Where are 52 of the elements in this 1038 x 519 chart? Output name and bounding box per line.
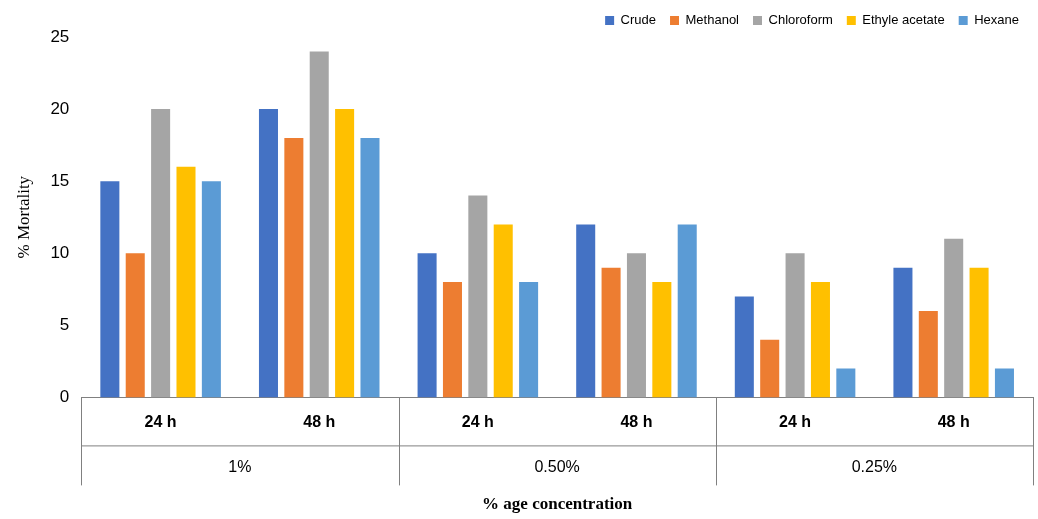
bar <box>626 253 646 398</box>
bar <box>810 282 830 398</box>
bar <box>836 368 856 398</box>
bar <box>335 109 355 398</box>
bar <box>576 224 596 398</box>
text: 0.25% <box>851 457 898 475</box>
bar <box>100 181 120 398</box>
x-tick-label: 24 h <box>461 413 494 431</box>
y-tick-label: 25 <box>50 26 70 46</box>
x-tick-label: 48 h <box>620 413 653 431</box>
bar <box>417 253 437 398</box>
bar <box>125 253 145 398</box>
bar <box>969 267 989 398</box>
y-tick-label: 0 <box>59 387 70 407</box>
y-tick-label: 15 <box>50 170 70 190</box>
legend-label: Hexane <box>974 12 1019 28</box>
legend-label: Ethyle acetate <box>862 12 945 28</box>
bar <box>652 282 672 398</box>
legend-label: Crude <box>620 12 657 28</box>
text: 0.50% <box>534 457 580 475</box>
bar <box>677 224 697 398</box>
x-tick-label: 24 h <box>144 413 177 431</box>
bar <box>360 137 380 398</box>
bar <box>258 109 278 398</box>
bar <box>151 109 171 398</box>
bar <box>760 339 780 398</box>
bar <box>944 238 964 398</box>
y-axis-title: % Mortality <box>13 175 33 259</box>
y-tick-label: 10 <box>50 242 70 262</box>
y-tick-label: 20 <box>50 98 70 118</box>
legend-label: Methanol <box>685 12 740 28</box>
legend-label: Chloroform <box>768 12 833 28</box>
bar <box>893 267 913 398</box>
bar <box>284 137 304 398</box>
x-tick-label: 24 h <box>779 413 812 431</box>
bar <box>493 224 513 398</box>
bar <box>468 195 488 398</box>
text: 1% <box>228 457 252 475</box>
bar <box>201 181 221 398</box>
bar <box>519 282 539 398</box>
bar <box>918 310 938 398</box>
x-axis-title: % age concentration <box>482 494 633 514</box>
x-tick-label: 48 h <box>937 413 970 431</box>
x-tick-label: 48 h <box>303 413 336 431</box>
bar <box>442 282 462 398</box>
bar <box>176 166 196 398</box>
bar <box>734 296 754 398</box>
y-tick-label: 5 <box>59 315 70 335</box>
bar <box>994 368 1014 398</box>
bar <box>309 51 329 398</box>
bar <box>785 253 805 398</box>
bar <box>601 267 621 398</box>
